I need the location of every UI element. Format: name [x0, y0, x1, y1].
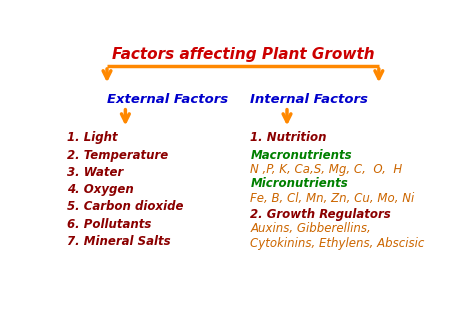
Text: 6. Pollutants: 6. Pollutants — [66, 218, 151, 231]
Text: 7. Mineral Salts: 7. Mineral Salts — [66, 235, 170, 248]
Text: Cytokinins, Ethylens, Abscisic: Cytokinins, Ethylens, Abscisic — [250, 237, 425, 250]
Text: Fe, B, Cl, Mn, Zn, Cu, Mo, Ni: Fe, B, Cl, Mn, Zn, Cu, Mo, Ni — [250, 192, 415, 205]
Text: Auxins, Gibberellins,: Auxins, Gibberellins, — [250, 222, 371, 235]
Text: 1. Nutrition: 1. Nutrition — [250, 131, 327, 144]
Text: Factors affecting Plant Growth: Factors affecting Plant Growth — [111, 47, 374, 62]
Text: Internal Factors: Internal Factors — [250, 93, 368, 106]
Text: Macronutrients: Macronutrients — [250, 149, 352, 162]
Text: 3. Water: 3. Water — [66, 166, 123, 179]
Text: 1. Light: 1. Light — [66, 131, 117, 144]
Text: 2. Growth Regulators: 2. Growth Regulators — [250, 208, 391, 221]
Text: 4. Oxygen: 4. Oxygen — [66, 183, 133, 196]
Text: External Factors: External Factors — [107, 93, 228, 106]
Text: N ,P, K, Ca,S, Mg, C,  O,  H: N ,P, K, Ca,S, Mg, C, O, H — [250, 163, 402, 176]
Text: 5. Carbon dioxide: 5. Carbon dioxide — [66, 200, 183, 213]
Text: Micronutrients: Micronutrients — [250, 177, 348, 190]
Text: 2. Temperature: 2. Temperature — [66, 149, 168, 162]
